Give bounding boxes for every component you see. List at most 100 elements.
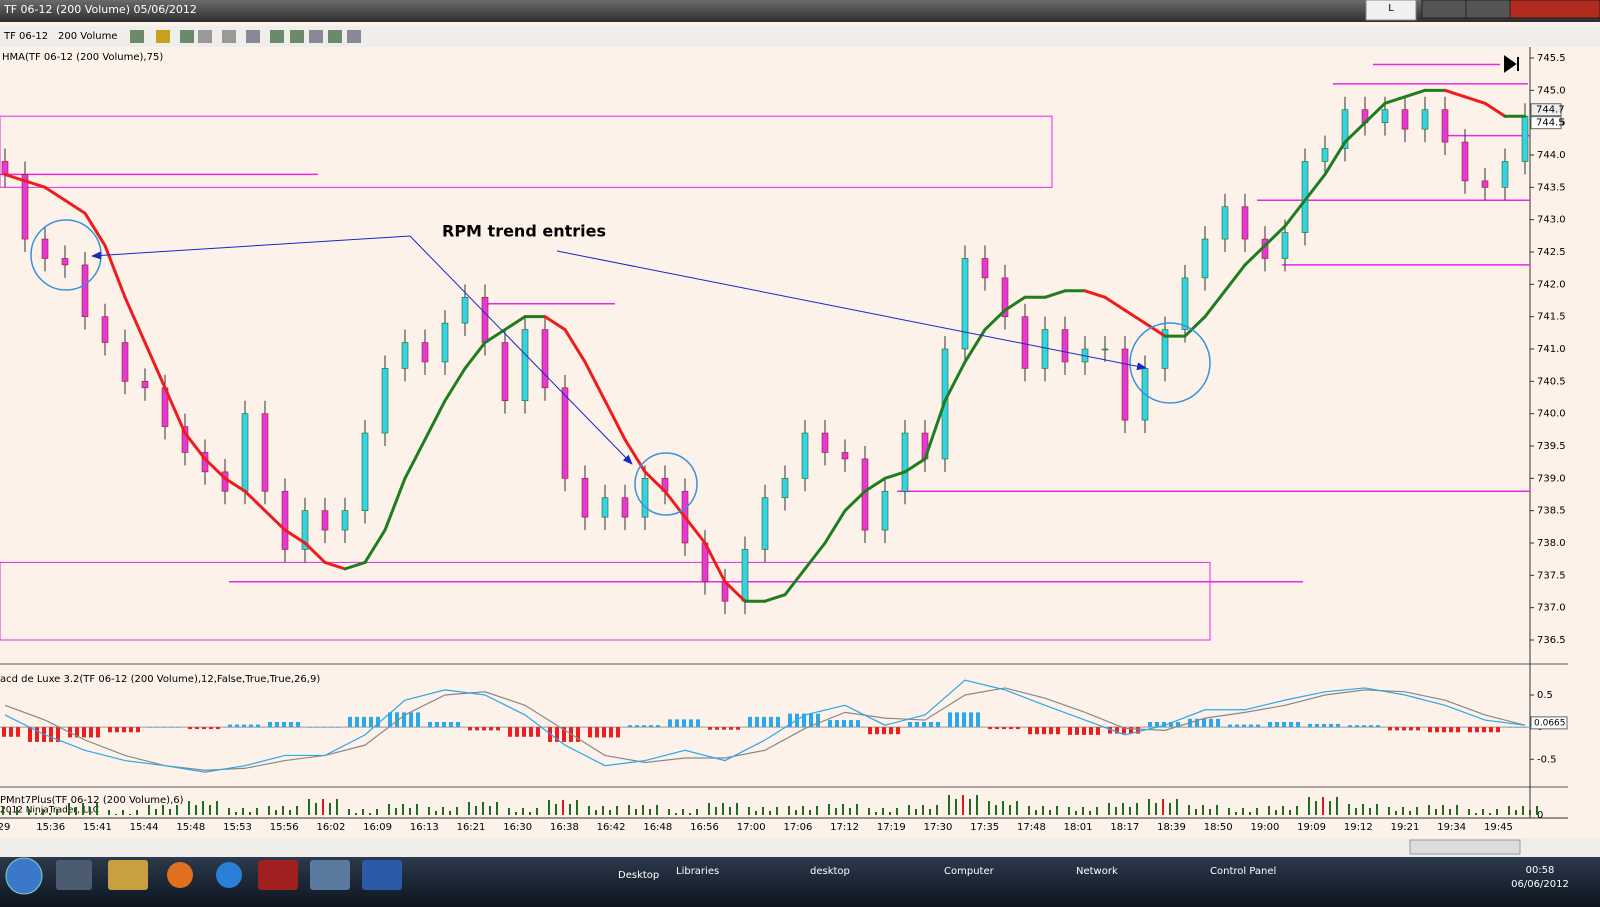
instrument-selector[interactable]: TF 06-12 — [3, 31, 48, 42]
start-button[interactable] — [5, 857, 43, 895]
macd-bar — [16, 727, 20, 737]
candle-body — [1201, 238, 1209, 279]
taskbar-app[interactable] — [167, 862, 193, 888]
volume-bar — [188, 801, 190, 815]
annotations — [30, 219, 1211, 516]
macd-bar — [1136, 727, 1140, 734]
macd-bar — [689, 719, 693, 728]
macd-bar — [682, 719, 686, 728]
taskbar-item[interactable]: Desktop — [618, 870, 659, 881]
volume-bar — [715, 807, 717, 815]
macd-bar — [249, 724, 253, 728]
candle-body — [521, 329, 529, 402]
candle-body — [601, 497, 609, 518]
taskbar-items: Desktop Libraries desktop Computer Network Co… — [618, 866, 1276, 881]
volume-bar — [416, 804, 418, 815]
volume-bar — [548, 800, 550, 815]
minimize-button[interactable] — [1421, 0, 1467, 19]
taskbar-app[interactable] — [108, 860, 148, 890]
candle-body — [461, 296, 469, 324]
taskbar-item[interactable]: desktop — [810, 866, 850, 877]
volume-bar — [576, 800, 578, 815]
volume-bar — [395, 808, 397, 815]
macd-bar — [908, 722, 912, 728]
taskbar-app[interactable] — [258, 860, 298, 890]
volume-bar — [68, 803, 70, 815]
volume-bar — [1176, 799, 1178, 815]
volume-bar — [755, 811, 757, 815]
taskbar-app[interactable] — [216, 862, 242, 888]
macd-bar — [1242, 724, 1246, 728]
macd-bar — [108, 727, 112, 733]
x-tick-label: 29 — [0, 822, 10, 833]
candle-body — [881, 490, 889, 531]
taskbar-app[interactable] — [310, 860, 350, 890]
candle-body — [961, 258, 969, 350]
macd-bar — [1049, 727, 1053, 735]
maximize-button[interactable] — [1465, 0, 1511, 19]
volume-bar — [1402, 807, 1404, 815]
taskbar-app[interactable] — [362, 860, 402, 890]
volume-bar — [1315, 801, 1317, 815]
period-selector[interactable]: 200 Volume — [58, 31, 117, 42]
taskbar-item[interactable]: Network — [1076, 866, 1118, 877]
scrollbar[interactable] — [0, 838, 1600, 857]
macd-bar — [1096, 727, 1100, 735]
x-tick-label: 15:41 — [83, 822, 112, 833]
volume-bar — [1162, 799, 1164, 815]
candle-body — [581, 478, 589, 518]
volume-bar — [1228, 808, 1230, 815]
volume-bar — [35, 813, 37, 815]
candle-body — [1521, 115, 1529, 162]
close-button[interactable] — [1509, 0, 1600, 19]
taskbar-item[interactable]: Computer — [944, 866, 995, 877]
x-tick-label: 16:42 — [597, 822, 626, 833]
macd-last-box — [1530, 716, 1568, 730]
hma-segment — [1323, 140, 1347, 176]
hma-segment — [3, 172, 27, 183]
volume-bar — [536, 808, 538, 815]
volume-bar — [1129, 807, 1131, 815]
hma-segment — [383, 476, 407, 532]
volume-bar — [75, 807, 77, 815]
volume-bar — [1049, 810, 1051, 815]
macd-bar — [1515, 727, 1519, 728]
volume-bar — [1242, 808, 1244, 815]
toolbar — [0, 26, 1600, 47]
taskbar-item[interactable]: Libraries — [676, 866, 719, 877]
layout-button[interactable] — [1365, 0, 1417, 21]
volume-bar — [242, 808, 244, 815]
volume-bar — [908, 805, 910, 815]
scroll-thumb[interactable] — [1409, 839, 1521, 855]
macd-bar — [329, 727, 333, 728]
x-tick-label: 15:48 — [176, 822, 205, 833]
scroll-end-button[interactable] — [1504, 55, 1519, 73]
taskbar-app[interactable] — [56, 860, 92, 890]
hma-segment — [343, 560, 367, 571]
hma-segment — [1083, 289, 1107, 299]
candle-body — [1001, 277, 1009, 317]
volume-bar — [729, 807, 731, 815]
volume-bar — [1122, 803, 1124, 815]
candle-body — [1, 161, 9, 175]
macd-bar — [409, 712, 413, 728]
macd-bar — [489, 727, 493, 731]
macd-bar — [82, 727, 86, 738]
volume-bar — [642, 805, 644, 815]
macd-bar — [122, 727, 126, 733]
volume-bar — [1282, 806, 1284, 815]
volume-bar — [889, 812, 891, 815]
entry-circle — [1129, 322, 1211, 404]
macd-bar — [1496, 727, 1500, 733]
volume-bar — [409, 808, 411, 815]
macd-bar — [595, 727, 599, 738]
volume-bar — [82, 803, 84, 815]
taskbar-item[interactable]: Control Panel — [1210, 866, 1276, 877]
macd-bar — [1409, 727, 1413, 731]
volume-bar — [849, 808, 851, 815]
volume-bar — [1068, 807, 1070, 815]
macd-tick-label: 0.5 — [1537, 690, 1553, 701]
volume-bar — [1136, 803, 1138, 815]
macd-bar — [1355, 725, 1359, 728]
